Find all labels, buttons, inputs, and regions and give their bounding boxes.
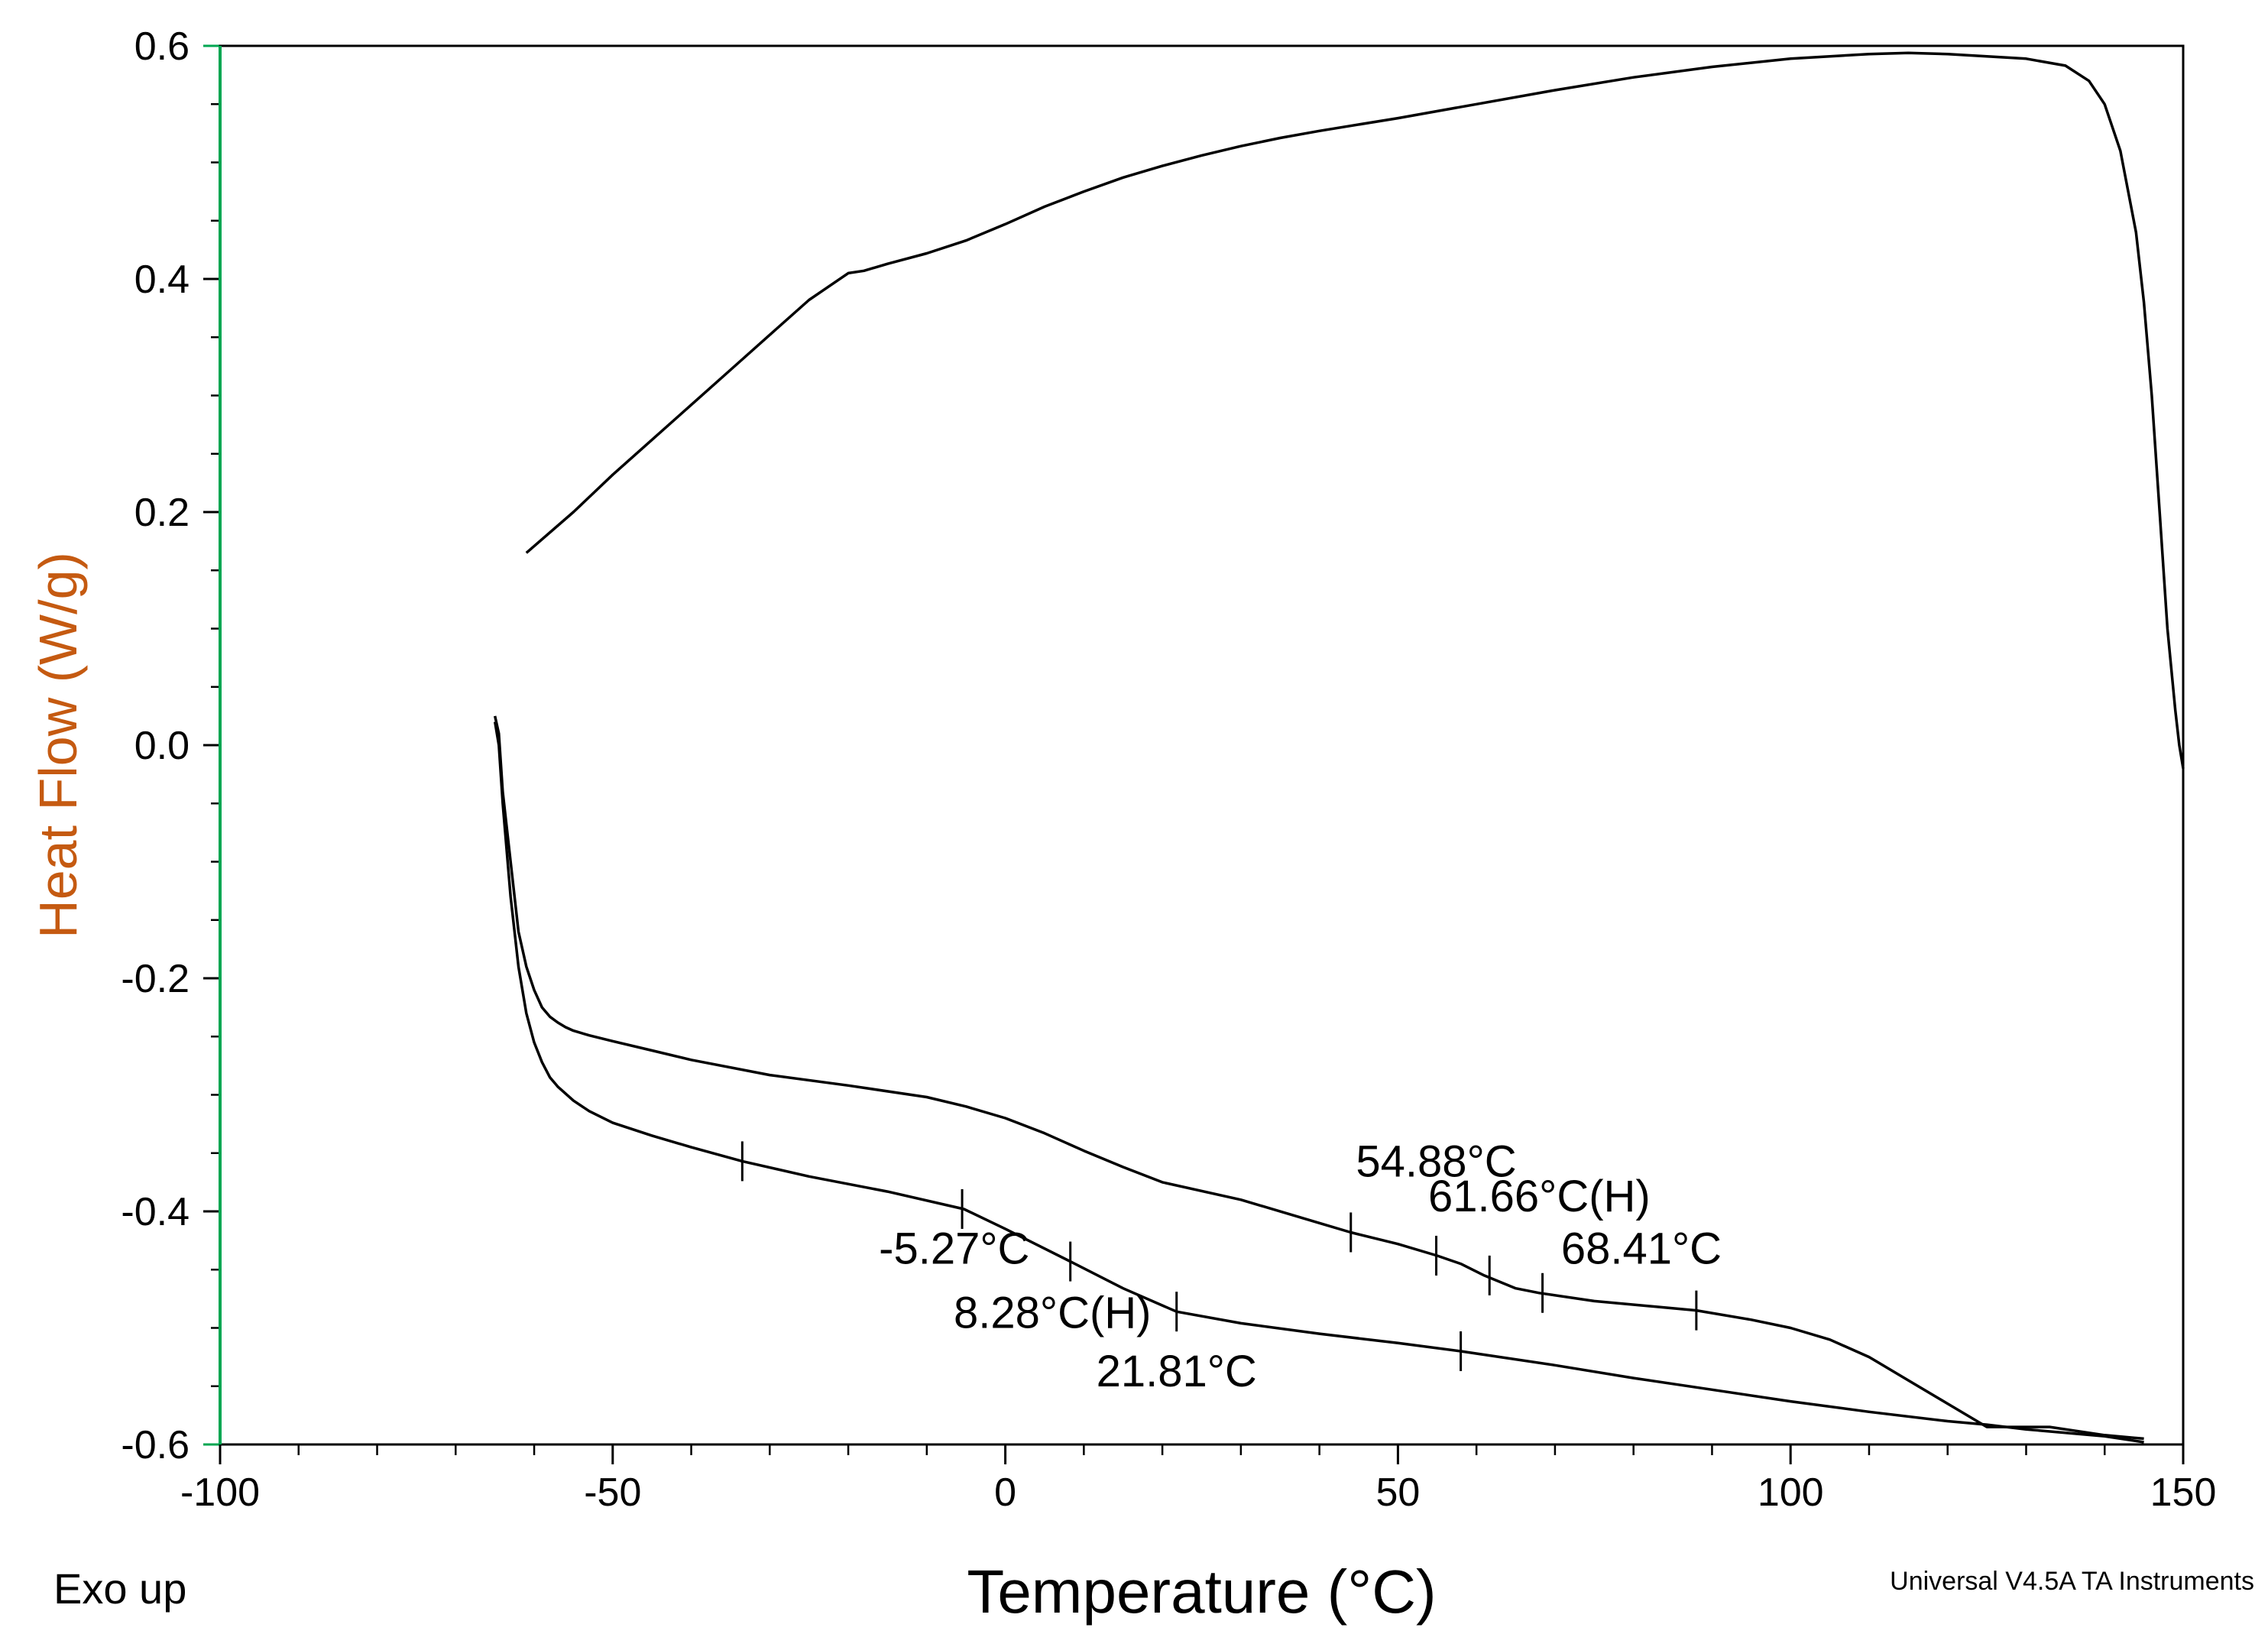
x-tick-label: 150 — [2150, 1470, 2217, 1515]
annotation-label: 54.88°C — [1356, 1136, 1516, 1186]
annotation-label: 68.41°C — [1561, 1224, 1722, 1274]
exo-up-label: Exo up — [53, 1564, 186, 1613]
series-line-2 — [493, 715, 2144, 1441]
software-label: Universal V4.5A TA Instruments — [1890, 1567, 2254, 1596]
annotation-label: 21.81°C — [1097, 1347, 1257, 1396]
series-line-1 — [525, 51, 2185, 769]
y-tick-label: 0.6 — [134, 24, 190, 69]
y-tick-label: -0.4 — [121, 1190, 190, 1234]
y-axis-title: Heat Flow (W/g) — [28, 552, 88, 939]
x-tick-label: 100 — [1758, 1470, 1824, 1515]
annotation-label: 8.28°C(H) — [954, 1289, 1151, 1338]
annotations: -5.27°C 8.28°C(H) 21.81°C 54.88°C61.66°C(H)… — [879, 1136, 1722, 1396]
x-tick-label: 0 — [994, 1470, 1016, 1515]
y-tick-label: 0.0 — [134, 724, 190, 768]
annotation-label: -5.27°C — [879, 1224, 1029, 1274]
series-line-3 — [493, 721, 2144, 1444]
x-axis-title: Temperature (°C) — [967, 1558, 1436, 1626]
annotation-label: 61.66°C(H) — [1428, 1172, 1651, 1221]
x-tick-label: -100 — [180, 1470, 260, 1515]
y-tick-label: -0.6 — [121, 1423, 190, 1467]
x-tick-label: 50 — [1375, 1470, 1420, 1515]
curves — [493, 51, 2185, 1444]
y-tick-label: 0.4 — [134, 258, 190, 302]
y-tick-label: -0.2 — [121, 957, 190, 1001]
transition-markers — [740, 1141, 1698, 1371]
tick-labels: -100 -50 0 50 100 150 0.6 0.4 0.2 0.0 -0.2 -0.4 -0.6 — [121, 24, 2216, 1515]
x-tick-label: -50 — [584, 1470, 641, 1515]
y-tick-label: 0.2 — [134, 491, 190, 535]
